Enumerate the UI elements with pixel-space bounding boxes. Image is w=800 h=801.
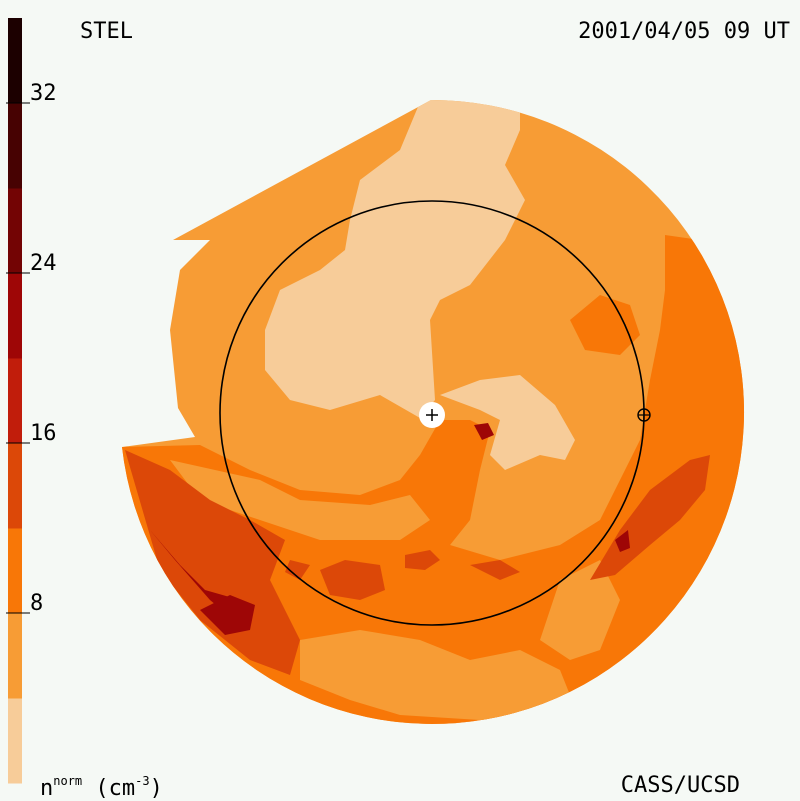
peak-density-region — [474, 423, 494, 440]
high-density-region — [125, 450, 300, 675]
colorbar-level-8 — [8, 18, 22, 104]
density-map — [122, 99, 745, 724]
high-density-region — [405, 550, 440, 570]
peak-density-region — [200, 595, 255, 635]
quantity-superscript: norm — [53, 774, 83, 788]
mid-density-region — [540, 560, 620, 660]
quantity-symbol: n — [40, 776, 54, 801]
timestamp-label: 2001/04/05 09 UT — [578, 19, 790, 44]
colorbar-level-3 — [8, 443, 22, 529]
colorbar-level-2 — [8, 528, 22, 614]
mid-density-region — [570, 295, 640, 355]
colorbar-level-1 — [8, 613, 22, 699]
low-density-region — [440, 375, 575, 470]
colorbar-level-4 — [8, 358, 22, 444]
unit-close: ) — [149, 776, 163, 801]
instrument-label: STEL — [80, 19, 133, 44]
colorbar-unit-label: nnorm (cm-3) — [40, 775, 163, 800]
credit-label: CASS/UCSD — [620, 773, 740, 798]
high-density-region — [470, 560, 520, 580]
low-density-region — [265, 99, 525, 418]
unit-exponent: -3 — [135, 774, 150, 788]
colorbar-level-7 — [8, 103, 22, 189]
mid-density-region — [300, 630, 580, 720]
high-density-region — [285, 560, 310, 580]
colorbar-tick-label: 8 — [30, 591, 44, 616]
colorbar-tick-label: 24 — [30, 251, 57, 276]
observer-plus-icon — [419, 402, 445, 428]
colorbar-tick-label: 32 — [30, 81, 57, 106]
colorbar-level-5 — [8, 273, 22, 359]
unit-text: (cm — [95, 776, 136, 801]
colorbar-level-6 — [8, 188, 22, 274]
peak-density-region — [615, 530, 630, 552]
high-density-region — [320, 560, 385, 600]
colorbar-tick-label: 16 — [30, 421, 57, 446]
mid-density-region — [170, 460, 430, 540]
earth-circled-plus-icon — [637, 408, 651, 422]
colorbar-level-0 — [8, 698, 22, 784]
colorbar — [6, 18, 30, 784]
